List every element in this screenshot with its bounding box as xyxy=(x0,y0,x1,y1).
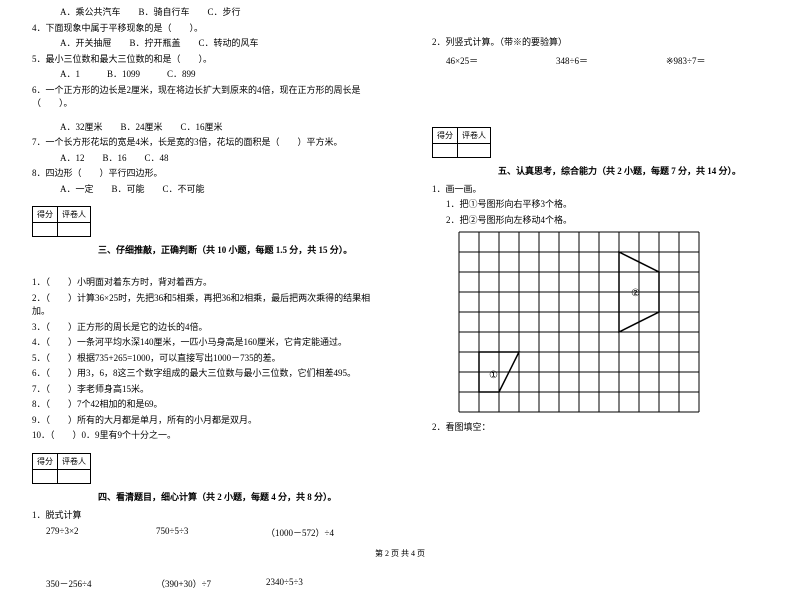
vcalc-b: 348÷6＝ xyxy=(556,54,666,67)
judge-7: 7．（ ）李老师身高15米。 xyxy=(32,383,382,397)
calc-2c: 2340÷5÷3 xyxy=(266,577,376,590)
grid-figure: ②① xyxy=(458,231,782,413)
q4-options: A．开关抽屉 B．拧开瓶盖 C．转动的风车 xyxy=(18,37,382,51)
q6: 6．一个正方形的边长是2厘米，现在将边长扩大到原来的4倍，现在正方形的周长是（ … xyxy=(18,84,382,111)
judge-3: 3．（ ）正方形的周长是它的边长的4倍。 xyxy=(32,321,382,335)
draw-1: 1．把①号图形向右平移3个格。 xyxy=(446,198,782,212)
judge-8: 8．（ ）7个42相加的和是69。 xyxy=(32,398,382,412)
left-column: A．乘公共汽车 B．骑自行车 C．步行 4．下面现象中属于平移现象的是（ ）。 … xyxy=(0,0,400,540)
spacer xyxy=(18,113,382,119)
q8-options: A．一定 B．可能 C．不可能 xyxy=(18,183,382,197)
score-blank xyxy=(433,143,458,157)
score-box-5: 得分评卷人 xyxy=(432,127,491,158)
judge-1: 1．（ ）小明面对着东方时，背对着西方。 xyxy=(32,276,382,290)
vert-calc-heading: 2．列竖式计算。（带※的要验算） xyxy=(432,36,782,50)
score-blank xyxy=(33,223,58,237)
score-box-4: 得分评卷人 xyxy=(32,453,91,484)
calc-2b: （390+30）÷7 xyxy=(156,577,266,590)
judge-9: 9．（ ）所有的大月都是单月，所有的小月都是双月。 xyxy=(32,414,382,428)
q3-options: A．乘公共汽车 B．骑自行车 C．步行 xyxy=(18,6,382,20)
grader-blank xyxy=(58,223,91,237)
draw-2: 2．把②号图形向左移动4个格。 xyxy=(446,214,782,228)
vcalc-c: ※983÷7＝ xyxy=(666,54,776,67)
judge-5: 5．（ ）根据735+265=1000，可以直接写出1000－735的差。 xyxy=(32,352,382,366)
section-4-title: 四、看清题目，细心计算（共 2 小题，每题 4 分，共 8 分）。 xyxy=(98,490,382,503)
q6-options: A．32厘米 B．24厘米 C．16厘米 xyxy=(18,121,382,135)
grader-label: 评卷人 xyxy=(58,453,91,469)
q4: 4．下面现象中属于平移现象的是（ ）。 xyxy=(18,22,382,36)
q8: 8．四边形（ ）平行四边形。 xyxy=(18,167,382,181)
page-footer: 第 2 页 共 4 页 xyxy=(0,548,800,559)
judge-10: 10．（ ）0．9里有9个十分之一。 xyxy=(32,429,382,443)
q7-options: A．12 B．16 C．48 xyxy=(18,152,382,166)
q5-options: A．1 B．1099 C．899 xyxy=(18,68,382,82)
calc-1b: 750÷5÷3 xyxy=(156,526,266,539)
calc-heading: 1．脱式计算 xyxy=(32,509,382,523)
calc-2a: 350－256÷4 xyxy=(46,577,156,590)
grid-svg: ②① xyxy=(458,231,700,413)
calc-row-2: 350－256÷4 （390+30）÷7 2340÷5÷3 xyxy=(46,577,382,590)
judge-4: 4．（ ）一条河平均水深140厘米，一匹小马身高是160厘米，它肯定能通过。 xyxy=(32,336,382,350)
q5: 5．最小三位数和最大三位数的和是（ ）。 xyxy=(18,53,382,67)
calc-1c: （1000－572）÷4 xyxy=(266,526,376,539)
q7: 7．一个长方形花坛的宽是4米，长是宽的3倍，花坛的面积是（ ）平方米。 xyxy=(18,136,382,150)
score-label: 得分 xyxy=(33,207,58,223)
spacer xyxy=(18,262,382,274)
svg-text:①: ① xyxy=(489,370,498,381)
grader-label: 评卷人 xyxy=(58,207,91,223)
score-label: 得分 xyxy=(33,453,58,469)
judge-6: 6．（ ）用3，6，8这三个数字组成的最大三位数与最小三位数，它们相差495。 xyxy=(32,367,382,381)
spacer xyxy=(418,71,782,119)
grader-blank xyxy=(58,469,91,483)
fill-blank-heading: 2．看图填空： xyxy=(432,421,782,435)
judge-2: 2．（ ）计算36×25时，先把36和5相乘，再把36和2相乘，最后把两次乘得的… xyxy=(32,292,382,319)
grader-label: 评卷人 xyxy=(458,127,491,143)
score-label: 得分 xyxy=(433,127,458,143)
section-3-title: 三、仔细推敲，正确判断（共 10 小题，每题 1.5 分，共 15 分）。 xyxy=(98,243,382,256)
right-column: 2．列竖式计算。（带※的要验算） 46×25＝ 348÷6＝ ※983÷7＝ 得… xyxy=(400,0,800,540)
vcalc-a: 46×25＝ xyxy=(446,54,556,67)
calc-row-1: 279÷3×2 750÷5÷3 （1000－572）÷4 xyxy=(46,526,382,539)
spacer xyxy=(418,4,782,34)
calc-1a: 279÷3×2 xyxy=(46,526,156,539)
draw-heading: 1．画一画。 xyxy=(432,183,782,197)
score-blank xyxy=(33,469,58,483)
svg-text:②: ② xyxy=(631,288,640,299)
section-5-title: 五、认真思考，综合能力（共 2 小题，每题 7 分，共 14 分）。 xyxy=(498,164,782,177)
score-box-3: 得分评卷人 xyxy=(32,206,91,237)
grader-blank xyxy=(458,143,491,157)
vert-calc-row: 46×25＝ 348÷6＝ ※983÷7＝ xyxy=(446,54,782,67)
